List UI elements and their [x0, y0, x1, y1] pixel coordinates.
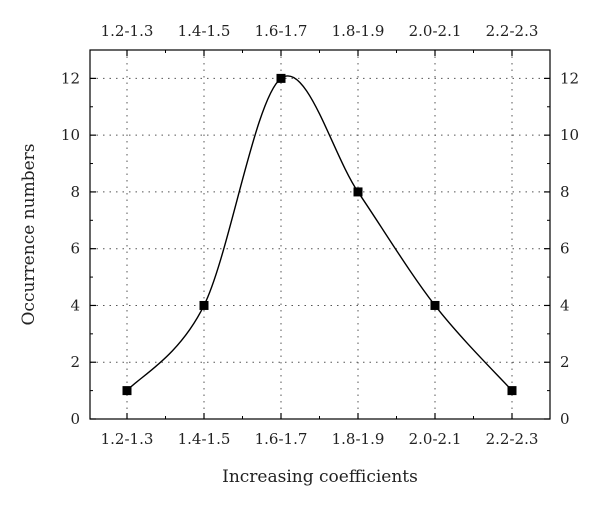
data-point	[507, 386, 517, 396]
x-tick-label: 2.0-2.1	[409, 430, 462, 448]
y-tick-label: 6	[70, 240, 80, 258]
x-tick-label-top: 1.8-1.9	[332, 22, 385, 40]
y-tick-label: 8	[70, 183, 80, 201]
x-tick-label-top: 1.4-1.5	[178, 22, 231, 40]
x-tick-label-top: 1.2-1.3	[101, 22, 154, 40]
data-point	[122, 386, 132, 396]
x-tick-label: 1.8-1.9	[332, 430, 385, 448]
series-line	[126, 75, 513, 392]
y-tick-label: 0	[70, 410, 80, 428]
data-point	[276, 73, 286, 83]
x-tick-label-top: 2.0-2.1	[409, 22, 462, 40]
x-tick-label: 1.2-1.3	[101, 430, 154, 448]
data-point	[199, 300, 209, 310]
x-tick-label-top: 2.2-2.3	[486, 22, 539, 40]
x-tick-label-top: 1.6-1.7	[255, 22, 308, 40]
tick-labels: 1.2-1.3 1.2-1.3 1.4-1.5 1.4-1.5 1.6-1.7 1.6-1…	[61, 22, 579, 448]
x-tick-label: 1.6-1.7	[255, 430, 308, 448]
y-tick-label: 12	[61, 69, 80, 87]
y-tick-label-right: 0	[560, 410, 570, 428]
y-tick-label: 4	[70, 296, 80, 314]
y-tick-label-right: 8	[560, 183, 570, 201]
data-point	[353, 187, 363, 197]
y-tick-label: 2	[70, 353, 80, 371]
axis-ticks	[90, 50, 550, 420]
y-tick-label: 10	[61, 126, 80, 144]
y-tick-label-right: 12	[560, 69, 579, 87]
y-tick-label-right: 4	[560, 296, 570, 314]
x-tick-label: 1.4-1.5	[178, 430, 231, 448]
x-axis-title: Increasing coefficients	[222, 467, 418, 487]
x-tick-label: 2.2-2.3	[486, 430, 539, 448]
y-tick-label-right: 2	[560, 353, 570, 371]
data-points	[122, 73, 517, 396]
y-tick-label-right: 10	[560, 126, 579, 144]
data-point	[430, 300, 440, 310]
y-axis-title: Occurrence numbers	[19, 144, 39, 326]
y-tick-label-right: 6	[560, 240, 570, 258]
